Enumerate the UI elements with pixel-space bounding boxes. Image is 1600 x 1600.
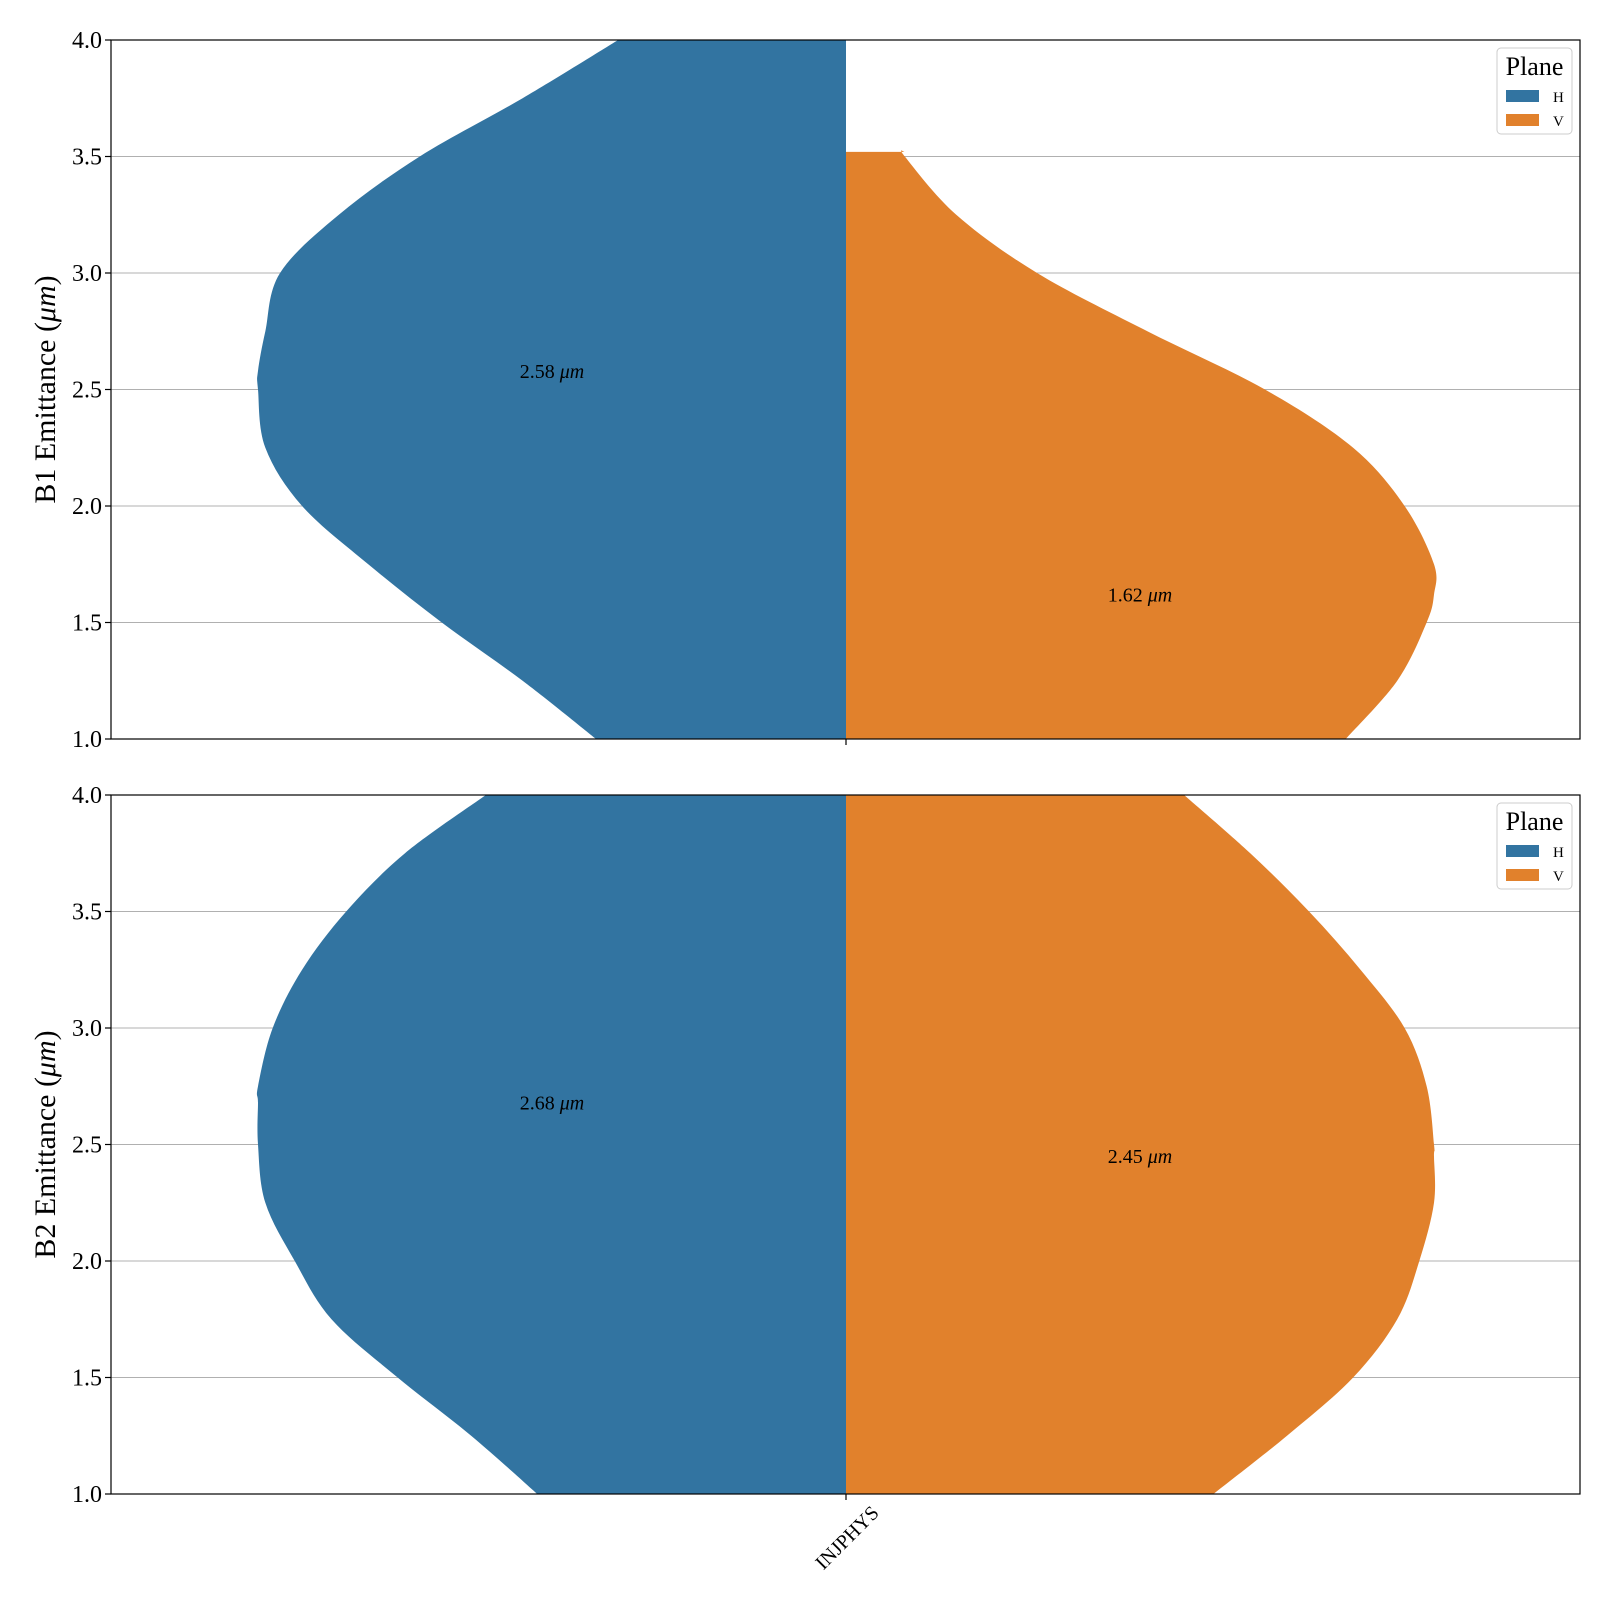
violin-half-v [846, 795, 1436, 1494]
y-tick-label: 1.0 [72, 727, 102, 753]
y-tick-label: 3.5 [72, 145, 102, 171]
violin-group [257, 40, 1437, 739]
panel-1: 2.58 μm 1.62 μm 1.0 1.5 2.0 2.5 3.0 3.5 4.0 B1 Em… [29, 28, 1581, 753]
legend-swatch-v [1506, 869, 1539, 881]
median-label-v: 2.45 μm [1108, 1146, 1172, 1168]
y-tick-label: 3.0 [72, 261, 102, 287]
y-tick-label: 4.0 [72, 28, 102, 54]
y-tick-label: 2.5 [72, 1133, 102, 1159]
legend-swatch-v [1506, 114, 1539, 126]
median-label-h: 2.58 μm [520, 361, 584, 383]
legend-swatch-h [1506, 90, 1539, 102]
y-tick-label: 1.0 [72, 1482, 102, 1508]
y-tick-label: 3.0 [72, 1016, 102, 1042]
violin-group [256, 795, 1436, 1494]
legend-label-h: H [1553, 90, 1564, 106]
legend-label-v: V [1553, 114, 1564, 130]
violin-half-h [257, 40, 846, 739]
y-tick-label: 4.0 [72, 783, 102, 809]
y-tick-label: 2.0 [72, 494, 102, 520]
median-label-h: 2.68 μm [520, 1093, 584, 1115]
violin-half-v [846, 150, 1437, 739]
y-axis-label: B2 Emittance (μm) [29, 1030, 62, 1258]
legend-swatch-h [1506, 845, 1539, 857]
y-tick-label: 1.5 [72, 611, 102, 637]
y-tick-label: 1.5 [72, 1366, 102, 1392]
x-category-label: INJPHYS [811, 1502, 883, 1574]
panel-2: 2.68 μm 2.45 μm 1.0 1.5 2.0 2.5 3.0 3.5 4.0 INJPH… [29, 783, 1581, 1574]
y-tick-label: 2.5 [72, 378, 102, 404]
legend-title: Plane [1506, 52, 1564, 81]
legend-title: Plane [1506, 807, 1564, 836]
legend: Plane HV [1496, 802, 1573, 890]
y-tick-label: 2.0 [72, 1249, 102, 1275]
legend-label-v: V [1553, 869, 1564, 885]
y-axis-label: B1 Emittance (μm) [29, 275, 62, 503]
median-label-v: 1.62 μm [1108, 585, 1172, 607]
legend: Plane HV [1496, 47, 1573, 135]
y-tick-label: 3.5 [72, 900, 102, 926]
legend-label-h: H [1553, 845, 1564, 861]
violin-half-h [256, 795, 846, 1494]
